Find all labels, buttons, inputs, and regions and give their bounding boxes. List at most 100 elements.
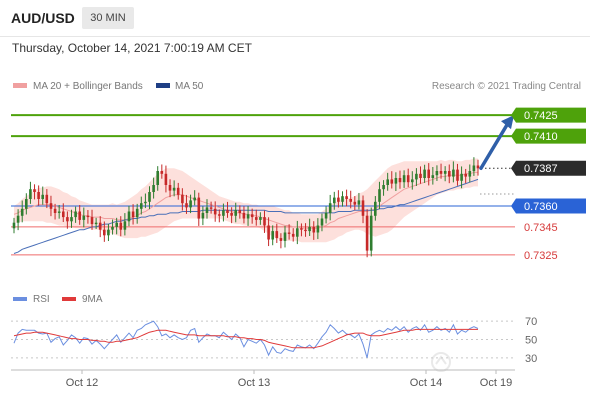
candle-body: [287, 232, 291, 234]
candle-body: [230, 212, 233, 216]
rsi-tick-label: 50: [525, 335, 537, 347]
candle-body: [337, 197, 340, 202]
watermark-logo-icon: [431, 352, 451, 372]
timeframe-button[interactable]: 30 MIN: [82, 7, 134, 29]
candle-body: [148, 192, 151, 202]
candle-body: [267, 225, 270, 240]
rsi-legend: RSI 9MA: [13, 294, 103, 305]
candle-body: [103, 229, 106, 236]
candle-body: [279, 238, 283, 241]
candle-body: [291, 233, 295, 237]
candle-body: [70, 217, 73, 222]
candle-body: [37, 192, 40, 199]
research-credit: Research © 2021 Trading Central: [432, 81, 581, 92]
candle-body: [448, 171, 451, 177]
candle-body: [78, 211, 81, 220]
candle-body: [49, 203, 53, 209]
candle-body: [423, 169, 426, 178]
candle-body: [468, 171, 472, 177]
candle-body: [74, 211, 77, 218]
candle-body: [197, 197, 201, 219]
candle-body: [160, 171, 164, 174]
candle-body: [111, 226, 114, 230]
candle-body: [107, 229, 110, 236]
candle-body: [361, 200, 365, 216]
candle-body: [226, 210, 229, 213]
candle-body: [255, 217, 258, 220]
resistance-1-tag: [511, 128, 586, 144]
ma50-legend-label: MA 50: [175, 81, 204, 92]
rsi-tick-label: 70: [525, 316, 537, 328]
candle-body: [62, 211, 65, 218]
candle-body: [213, 208, 217, 215]
candle-body: [82, 215, 86, 220]
candle-body: [156, 171, 159, 185]
main-plot: 0.7425 0.7410 0.7387 0.7360 0.7345 0.7325: [11, 107, 586, 262]
candle-body: [189, 200, 192, 208]
pivot-label: 0.7360: [524, 201, 558, 213]
candle-body: [127, 211, 131, 222]
candle-body: [172, 187, 176, 191]
rsi-line: [13, 320, 479, 358]
candle-body: [411, 179, 414, 183]
watermark-arrow-icon: [435, 355, 447, 365]
candle-body: [304, 229, 307, 232]
candle-body: [324, 212, 328, 219]
main-legend: MA 20 + Bollinger Bands MA 50 Research ©…: [13, 81, 581, 92]
bollinger-band: [14, 158, 478, 243]
candle-body: [119, 222, 123, 230]
candle-body: [312, 226, 316, 233]
x-tick-label: Oct 14: [410, 377, 442, 389]
candle-body: [115, 222, 118, 227]
candle-body: [181, 194, 184, 204]
candle-body: [20, 208, 24, 216]
candle-body: [263, 217, 266, 226]
candle-body: [222, 210, 225, 216]
forecast-arrow-head: [501, 115, 514, 130]
ma20-legend-label: MA 20 + Bollinger Bands: [33, 81, 143, 92]
candle-body: [386, 179, 389, 185]
candle-body: [164, 173, 168, 185]
candle-body: [29, 189, 32, 199]
candle-body: [25, 199, 28, 209]
candle-body: [131, 211, 135, 218]
candle-body: [12, 222, 16, 229]
candle-body: [333, 197, 336, 204]
candle-body: [472, 165, 476, 172]
candle-body: [443, 171, 447, 174]
candle-body: [238, 210, 242, 213]
candle-body: [345, 196, 348, 199]
candle-body: [308, 226, 311, 232]
ma50-line: [13, 178, 479, 254]
candle-body: [271, 231, 274, 240]
x-tick-label: Oct 19: [480, 377, 512, 389]
candle-body: [415, 173, 418, 180]
candle-body: [98, 222, 102, 230]
resistance-2-tag: [511, 107, 586, 123]
candle-body: [275, 231, 279, 239]
x-axis: Oct 12 Oct 13 Oct 14 Oct 19: [11, 369, 515, 389]
candle-body: [394, 178, 398, 184]
candle-body: [439, 171, 443, 174]
candle-body: [123, 221, 127, 230]
candle-body: [234, 210, 237, 216]
candle-body: [431, 175, 435, 178]
candle-body: [283, 232, 287, 241]
candle-body: [365, 215, 369, 251]
report-datetime: Thursday, October 14, 2021 7:00:19 AM CE…: [12, 41, 252, 55]
candle-body: [390, 179, 394, 184]
candle-body: [402, 175, 406, 183]
ma20-legend-swatch: [13, 83, 27, 88]
x-tick-label: Oct 13: [238, 377, 270, 389]
candle-body: [66, 217, 69, 222]
candle-body: [209, 207, 213, 209]
support-2-label: 0.7325: [524, 250, 558, 262]
candle-body: [460, 173, 463, 181]
candle-body: [349, 199, 352, 202]
candle-body: [435, 171, 439, 176]
candle-body: [250, 214, 254, 218]
candle-body: [419, 173, 422, 178]
candle-body: [45, 194, 49, 204]
candle-body: [176, 187, 180, 195]
candle-body: [53, 208, 57, 213]
